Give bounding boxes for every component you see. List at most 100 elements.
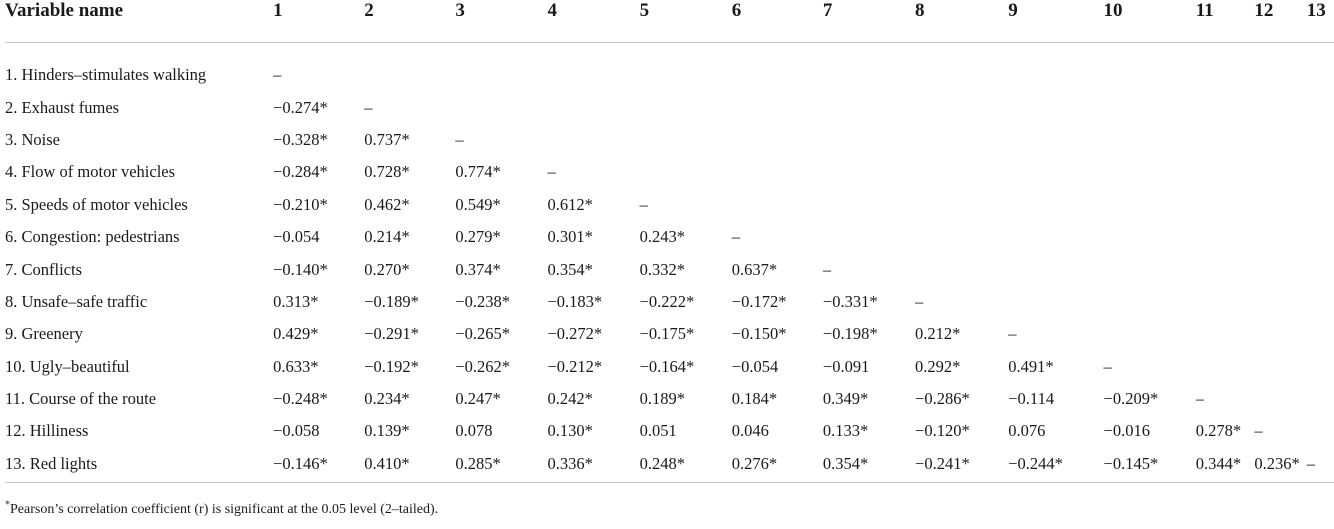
correlation-cell <box>915 91 1008 123</box>
correlation-cell <box>823 91 915 123</box>
correlation-cell: −0.291* <box>364 324 419 344</box>
correlation-cell <box>1254 383 1306 415</box>
correlation-cell <box>547 91 639 123</box>
correlation-cell: −0.212* <box>547 356 603 376</box>
correlation-cell: 0.612* <box>547 194 593 214</box>
correlation-cell: – <box>915 291 924 311</box>
correlation-cell: 0.234* <box>364 389 410 409</box>
correlation-cell <box>915 253 1008 285</box>
variable-name-cell: 9. Greenery <box>5 324 83 344</box>
correlation-cell: – <box>822 259 832 279</box>
table-row: 13. Red lights −0.146* 0.410* 0.285* 0.336* 0… <box>5 447 1334 484</box>
correlation-cell <box>1307 253 1334 285</box>
correlation-cell: −0.140* <box>273 259 328 279</box>
correlation-cell <box>1196 286 1255 318</box>
correlation-cell <box>1008 59 1103 91</box>
correlation-cell: 0.078 <box>455 421 493 441</box>
correlation-cell: 0.248* <box>639 447 732 484</box>
correlation-cell: 0.139* <box>364 421 410 441</box>
table-row: 2. Exhaust fumes −0.274* – <box>5 91 1334 123</box>
correlation-cell <box>1254 286 1306 318</box>
correlation-cell: – <box>1306 447 1334 484</box>
variable-name-cell: 7. Conflicts <box>5 259 82 279</box>
correlation-cell: 0.728* <box>364 162 410 182</box>
correlation-cell: −0.175* <box>639 324 695 344</box>
correlation-cell <box>1307 286 1334 318</box>
correlation-cell <box>823 59 915 91</box>
correlation-cell: – <box>547 162 556 182</box>
correlation-cell <box>1196 124 1255 156</box>
correlation-cell <box>915 156 1008 188</box>
correlation-cell <box>1008 91 1103 123</box>
correlation-cell <box>640 59 732 91</box>
footnote-mark: * <box>5 499 10 511</box>
table-row: 9. Greenery 0.429* −0.291* −0.265* −0.272* −0… <box>5 318 1334 350</box>
correlation-cell: −0.172* <box>731 291 787 311</box>
correlation-cell: 0.774* <box>455 162 501 182</box>
header-col-4: 4 <box>547 0 640 43</box>
header-variable-name: Variable name <box>5 0 274 43</box>
variable-name-cell: 3. Noise <box>5 129 60 149</box>
header-col-11: 11 <box>1195 0 1255 43</box>
correlation-cell: 0.189* <box>639 389 685 409</box>
table-body: 1. Hinders–stimulates walking –2. Exhaust… <box>5 59 1334 484</box>
table-row: 1. Hinders–stimulates walking – <box>5 59 1334 91</box>
correlation-cell: 0.549* <box>455 194 501 214</box>
correlation-cell <box>1307 189 1334 221</box>
correlation-cell <box>1254 351 1306 383</box>
table-row: 3. Noise −0.328* 0.737* – <box>5 124 1334 156</box>
correlation-cell <box>1104 59 1196 91</box>
correlation-cell: −0.146* <box>273 447 365 484</box>
correlation-cell: 0.332* <box>639 259 685 279</box>
table-row: 4. Flow of motor vehicles −0.284* 0.728* 0.… <box>5 156 1334 188</box>
correlation-cell: −0.150* <box>731 324 787 344</box>
correlation-cell: −0.016 <box>1103 421 1150 441</box>
correlation-cell: 0.133* <box>822 421 869 441</box>
correlation-cell <box>1307 124 1334 156</box>
correlation-cell: 0.349* <box>822 389 869 409</box>
header-col-1: 1 <box>273 0 365 43</box>
correlation-cell: 0.336* <box>547 447 640 484</box>
correlation-cell <box>1254 124 1306 156</box>
table-header: Variable name 1 2 3 4 5 6 7 8 9 10 11 12 13 <box>5 0 1334 59</box>
correlation-cell <box>1254 156 1306 188</box>
correlation-cell <box>1254 189 1306 221</box>
correlation-cell <box>640 156 732 188</box>
table-row: 12. Hilliness −0.058 0.139* 0.078 0.130* 0.05… <box>5 415 1334 447</box>
correlation-cell: 0.313* <box>273 291 319 311</box>
correlation-cell <box>1254 253 1306 285</box>
correlation-cell: 0.462* <box>364 194 410 214</box>
correlation-cell <box>1008 253 1103 285</box>
header-col-10: 10 <box>1103 0 1196 43</box>
correlation-cell <box>1307 415 1334 447</box>
correlation-cell <box>1254 59 1306 91</box>
correlation-cell <box>1307 383 1334 415</box>
correlation-cell <box>1307 59 1334 91</box>
correlation-cell <box>1104 91 1196 123</box>
correlation-cell: 0.354* <box>822 447 916 484</box>
correlation-cell: 0.637* <box>731 259 778 279</box>
variable-name-cell: 6. Congestion: pedestrians <box>5 227 180 247</box>
correlation-cell <box>1254 221 1306 253</box>
correlation-cell <box>732 124 823 156</box>
correlation-cell <box>1104 189 1196 221</box>
correlation-cell: 0.410* <box>364 447 456 484</box>
table-row: 10. Ugly–beautiful 0.633* −0.192* −0.262* −0… <box>5 351 1334 383</box>
correlation-cell <box>1196 156 1255 188</box>
correlation-cell: – <box>364 97 373 117</box>
correlation-cell <box>1008 221 1103 253</box>
correlation-cell: −0.210* <box>273 194 328 214</box>
correlation-cell <box>1196 318 1255 350</box>
correlation-cell <box>1254 91 1306 123</box>
correlation-cell: 0.354* <box>547 259 593 279</box>
variable-name-cell: 1. Hinders–stimulates walking <box>5 65 207 85</box>
correlation-cell <box>823 124 915 156</box>
correlation-cell: 0.214* <box>364 227 410 247</box>
footnote-text: Pearson’s correlation coefficient (r) is… <box>10 502 439 517</box>
correlation-cell: 0.301* <box>547 227 593 247</box>
correlation-cell: −0.265* <box>455 324 510 344</box>
correlation-cell <box>732 189 823 221</box>
correlation-cell: 0.276* <box>731 447 823 484</box>
correlation-cell <box>640 91 732 123</box>
correlation-cell: −0.091 <box>822 356 870 376</box>
